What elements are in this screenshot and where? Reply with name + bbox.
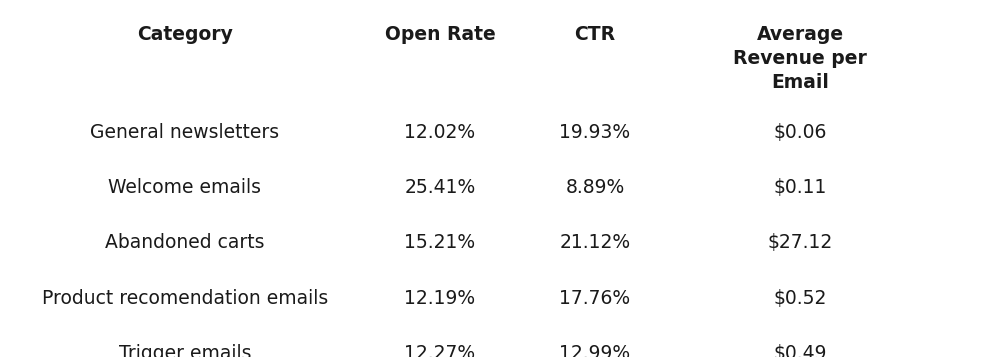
Text: $0.49: $0.49 bbox=[773, 344, 827, 357]
Text: 12.99%: 12.99% bbox=[559, 344, 631, 357]
Text: Abandoned carts: Abandoned carts bbox=[105, 233, 265, 252]
Text: Open Rate: Open Rate bbox=[385, 25, 495, 44]
Text: General newsletters: General newsletters bbox=[90, 122, 280, 142]
Text: $0.52: $0.52 bbox=[773, 288, 827, 308]
Text: $27.12: $27.12 bbox=[767, 233, 833, 252]
Text: Average
Revenue per
Email: Average Revenue per Email bbox=[733, 25, 867, 92]
Text: 15.21%: 15.21% bbox=[404, 233, 476, 252]
Text: Trigger emails: Trigger emails bbox=[119, 344, 251, 357]
Text: 19.93%: 19.93% bbox=[559, 122, 631, 142]
Text: 17.76%: 17.76% bbox=[559, 288, 631, 308]
Text: 8.89%: 8.89% bbox=[565, 178, 625, 197]
Text: 12.19%: 12.19% bbox=[404, 288, 476, 308]
Text: Category: Category bbox=[137, 25, 233, 44]
Text: $0.11: $0.11 bbox=[773, 178, 827, 197]
Text: CTR: CTR bbox=[574, 25, 616, 44]
Text: 12.27%: 12.27% bbox=[404, 344, 476, 357]
Text: 25.41%: 25.41% bbox=[404, 178, 476, 197]
Text: 21.12%: 21.12% bbox=[559, 233, 631, 252]
Text: Welcome emails: Welcome emails bbox=[108, 178, 262, 197]
Text: $0.06: $0.06 bbox=[773, 122, 827, 142]
Text: 12.02%: 12.02% bbox=[404, 122, 476, 142]
Text: Product recomendation emails: Product recomendation emails bbox=[42, 288, 328, 308]
